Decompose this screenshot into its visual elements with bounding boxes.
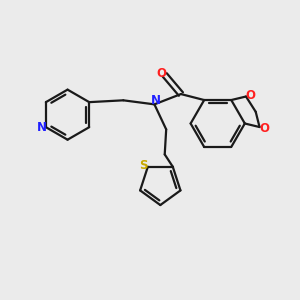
Text: S: S <box>140 159 148 172</box>
Text: O: O <box>156 67 166 80</box>
Text: O: O <box>259 122 269 135</box>
Text: N: N <box>37 121 47 134</box>
Text: N: N <box>151 94 161 107</box>
Text: O: O <box>246 88 256 101</box>
